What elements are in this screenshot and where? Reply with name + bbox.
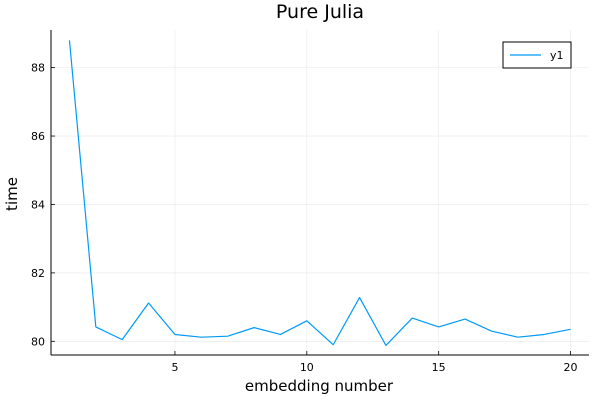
legend-label-y1: y1: [550, 49, 564, 62]
x-tick-label: 5: [171, 361, 178, 374]
tick-labels: 5 10 15 20 80 82 84 86 88: [31, 62, 578, 374]
chart-title: Pure Julia: [276, 1, 364, 23]
y-tick-label: 84: [31, 198, 45, 211]
legend: y1: [502, 41, 572, 69]
x-tick-label: 20: [564, 361, 578, 374]
y-tick-label: 82: [31, 267, 45, 280]
grid-lines: [51, 30, 589, 355]
x-axis-label: embedding number: [245, 377, 394, 395]
series-layer: [68, 40, 571, 347]
axes: [50, 30, 589, 356]
x-tick-label: 15: [432, 361, 446, 374]
y-tick-label: 88: [31, 62, 45, 75]
series-line-y1: [68, 40, 571, 347]
y-axis-label: time: [3, 177, 21, 211]
y-tick-label: 80: [31, 335, 45, 348]
x-tick-label: 10: [300, 361, 314, 374]
y-tick-label: 86: [31, 130, 45, 143]
